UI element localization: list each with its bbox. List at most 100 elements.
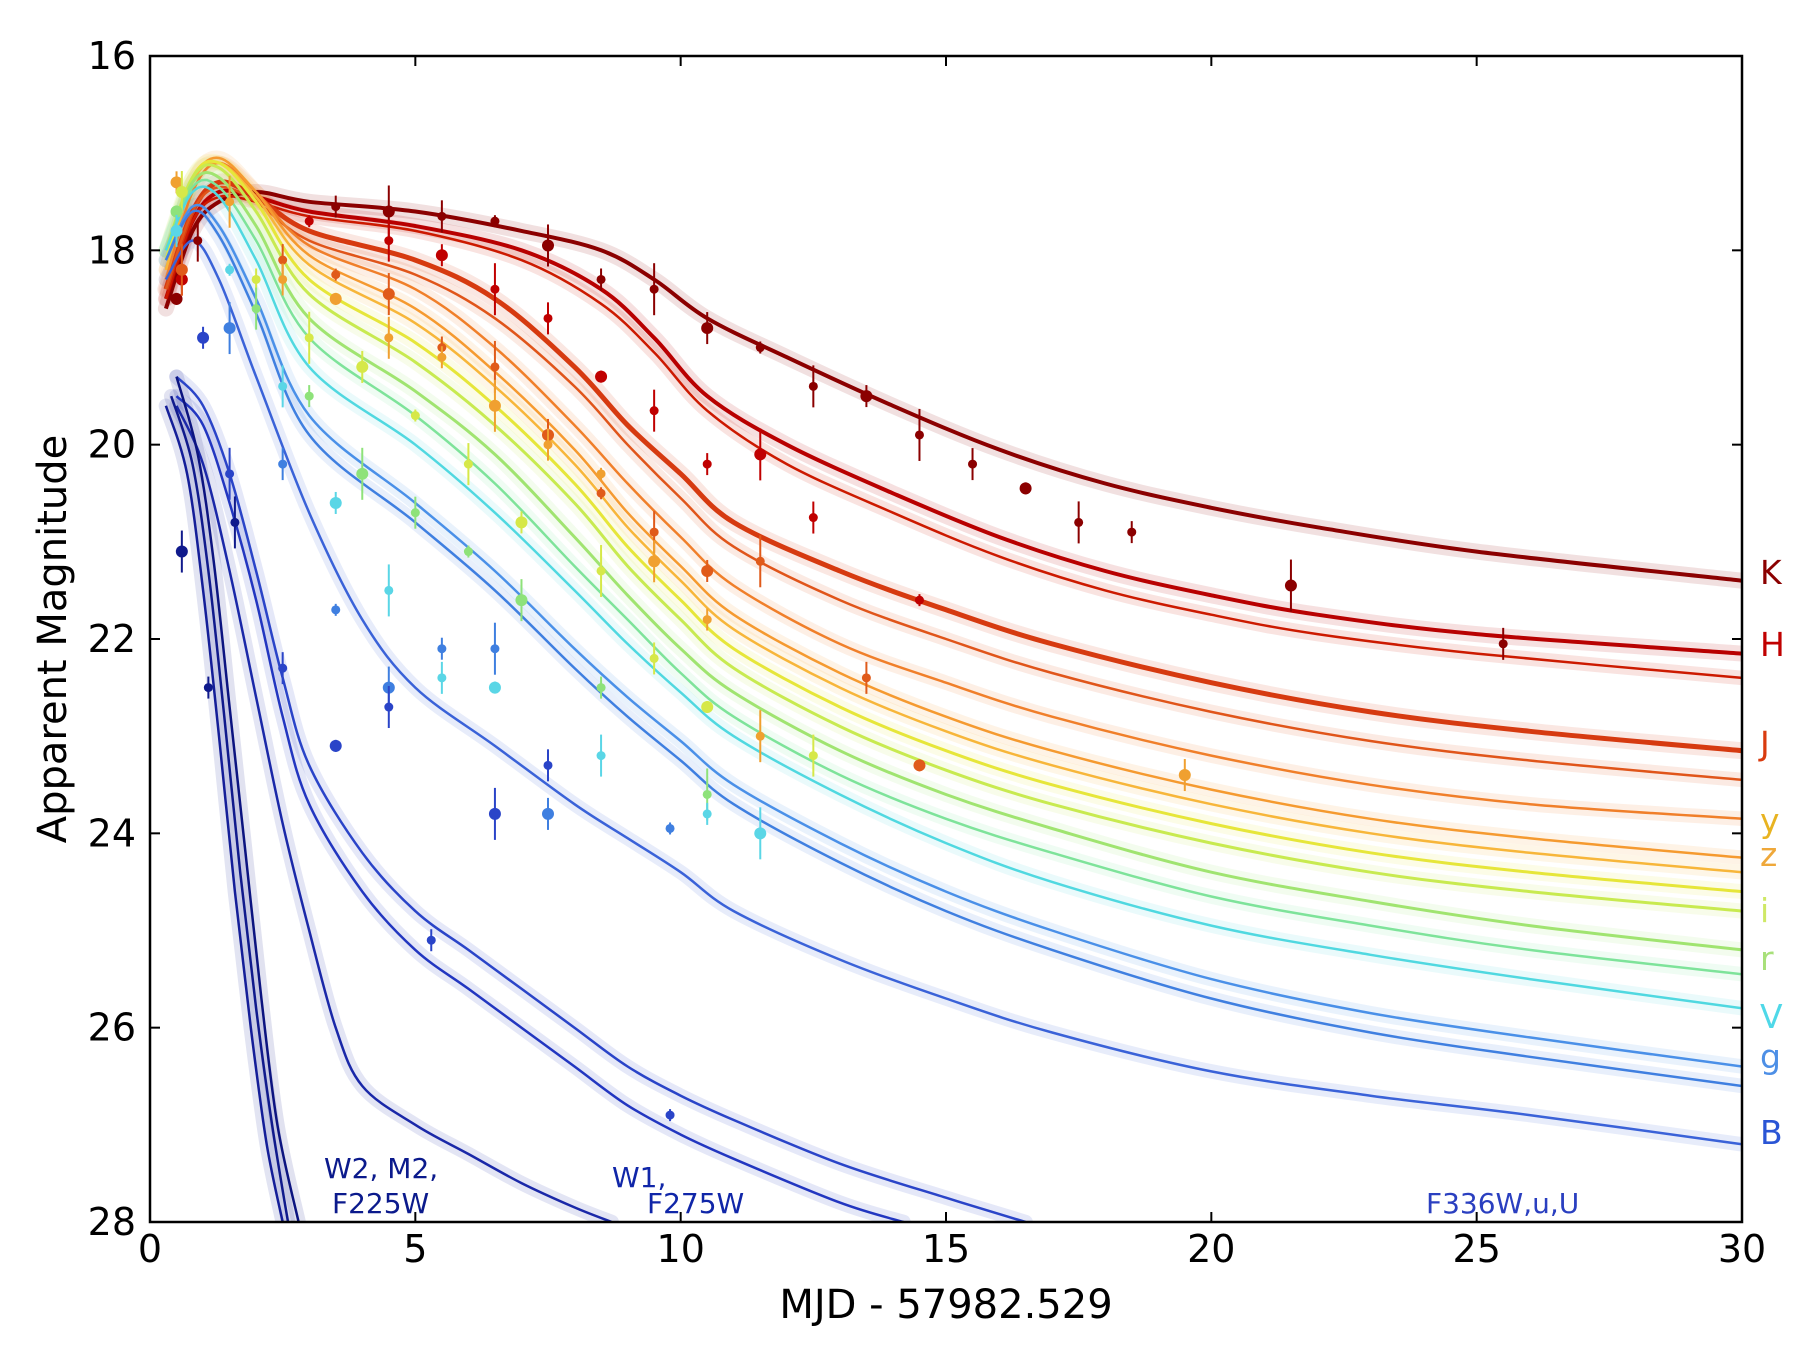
model-curve-W1 [175,405,613,1222]
data-point [251,304,261,314]
data-point [331,202,341,212]
data-point [543,440,553,450]
data-point [410,508,420,518]
data-point [384,333,394,343]
data-point [356,467,369,480]
data-point [861,673,871,683]
data-point [490,284,500,294]
data-point [808,381,818,391]
data-point [278,255,288,265]
data-point [755,731,765,741]
data-point [384,236,394,246]
annotation-w2-m2-line1: W2, M2, [324,1152,438,1185]
data-point [596,751,606,761]
y-axis-title: Apparent Magnitude [30,435,76,844]
data-point [437,644,447,654]
band-label-y: y [1760,801,1780,840]
model-curve-u [175,395,904,1222]
data-point [356,360,369,373]
data-point [488,681,501,694]
data-point [808,513,818,523]
data-point [649,284,659,294]
data-point [1498,639,1508,649]
data-point [437,211,447,221]
data-point [225,469,235,479]
data-point [203,683,213,693]
data-point [175,263,188,276]
band-label-V: V [1760,997,1783,1036]
data-point [225,197,235,207]
data-point [304,391,314,401]
data-point [329,739,342,752]
data-point [384,585,394,595]
model-curve-H [164,188,1742,656]
data-point [223,322,236,335]
data-point [1178,769,1191,782]
data-point [702,615,712,625]
model-curve-V [164,185,1742,1010]
data-point [251,274,261,284]
model-curve-B [164,239,1742,1146]
data-point [488,807,501,820]
data-point [596,683,606,693]
x-tick-label: 0 [138,1227,162,1271]
data-point [170,176,183,189]
data-point [278,274,288,284]
data-point [193,236,203,246]
data-point [648,555,661,568]
data-point [426,935,436,945]
data-point [702,789,712,799]
data-point [649,527,659,537]
data-point [331,270,341,280]
x-tick-label: 25 [1453,1227,1501,1271]
band-label-H: H [1760,625,1785,664]
data-point [649,653,659,663]
data-point [278,663,288,673]
data-point [701,701,714,714]
data-point [463,547,473,557]
data-point [488,399,501,412]
data-point [490,216,500,226]
band-label-K: K [1760,553,1783,592]
data-point [543,313,553,323]
data-point [596,566,606,576]
y-tick-label: 18 [88,228,136,272]
y-tick-label: 28 [88,1200,136,1244]
data-point [278,459,288,469]
data-point [410,411,420,421]
data-point [382,205,395,218]
annotation-w1-line1: W1, [612,1161,666,1194]
data-point [437,352,447,362]
data-point [382,288,395,301]
data-point [435,249,448,262]
band-label-B: B [1760,1113,1783,1152]
y-tick-label: 26 [88,1006,136,1050]
data-point [225,265,235,275]
x-tick-label: 10 [657,1227,705,1271]
model-curve-F225W [175,376,300,1222]
data-point [384,702,394,712]
data-point [490,362,500,372]
y-tick-label: 20 [88,423,136,467]
data-point [175,186,188,199]
data-point [701,564,714,577]
data-point [331,605,341,615]
model-curve-K [164,190,1742,583]
model-curve-U [175,375,1026,1222]
data-point [968,459,978,469]
data-point [702,459,712,469]
data-point [914,595,924,605]
data-point [542,239,554,252]
model-curve-M2 [170,395,290,1222]
data-point [197,331,210,344]
data-point [1284,579,1297,592]
data-point [170,205,183,218]
model-curve-r2 [164,178,1742,976]
data-point [329,292,342,305]
data-point [754,448,767,461]
y-tick-label: 24 [88,811,136,855]
observed-photometry-points [170,171,1508,1122]
model-curve-r [164,171,1742,952]
annotation-w1-line2: F275W [647,1187,744,1220]
